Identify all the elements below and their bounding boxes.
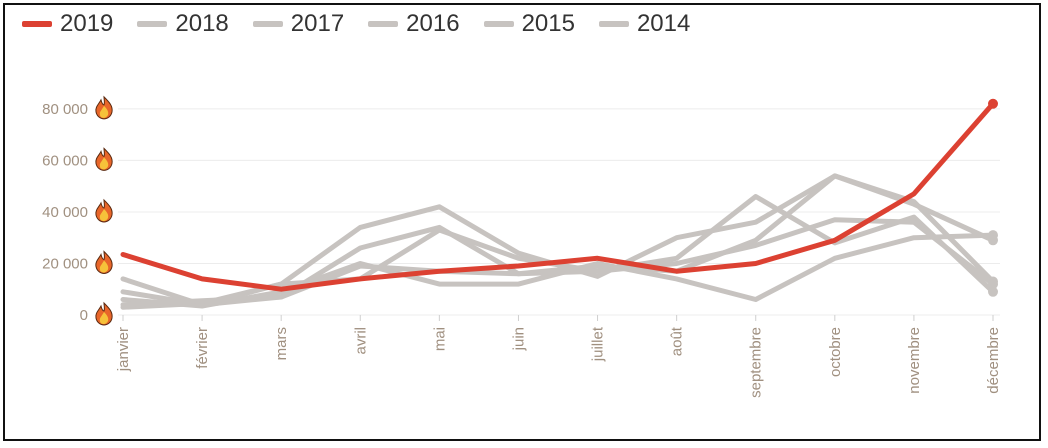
legend-label: 2016 bbox=[406, 10, 460, 37]
legend-swatch bbox=[598, 21, 629, 27]
x-tick-label: février bbox=[194, 327, 211, 369]
chart-legend: 2019 2018 2017 2016 2015 2014 bbox=[22, 8, 690, 40]
x-tick-label: octobre bbox=[827, 327, 844, 377]
legend-swatch bbox=[137, 21, 168, 27]
x-tick-label: janvier bbox=[115, 327, 132, 372]
fire-icon bbox=[95, 198, 113, 223]
x-tick-label: juin bbox=[510, 327, 527, 351]
legend-item-2015[interactable]: 2015 bbox=[483, 10, 575, 38]
legend-item-2018[interactable]: 2018 bbox=[137, 10, 229, 38]
fire-icon bbox=[95, 250, 113, 274]
y-tick-label: 40 000 bbox=[42, 204, 88, 221]
x-tick-label: avril bbox=[352, 327, 369, 355]
fire-icon bbox=[95, 147, 113, 171]
legend-label: 2018 bbox=[175, 10, 229, 37]
x-tick-label: décembre bbox=[985, 327, 1002, 394]
x-tick-label: septembre bbox=[748, 327, 765, 398]
series-endpoint-2018 bbox=[988, 235, 998, 246]
fire-icon bbox=[95, 301, 113, 326]
x-tick-label: mai bbox=[431, 327, 448, 351]
legend-label: 2014 bbox=[636, 10, 691, 37]
y-tick-label: 20 000 bbox=[42, 255, 88, 272]
y-tick-label: 0 bbox=[80, 307, 88, 324]
legend-item-2017[interactable]: 2017 bbox=[252, 10, 345, 38]
fire-icon bbox=[95, 95, 113, 120]
series-line-2018 bbox=[120, 173, 996, 308]
legend-label: 2017 bbox=[290, 10, 345, 37]
x-tick-label: juillet bbox=[590, 326, 607, 362]
series-endpoint-2017 bbox=[988, 279, 998, 290]
legend-swatch bbox=[483, 21, 514, 27]
legend-item-2019[interactable]: 2019 bbox=[22, 10, 113, 38]
x-tick-label: mars bbox=[273, 327, 290, 360]
legend-item-2016[interactable]: 2016 bbox=[368, 10, 460, 38]
legend-label: 2015 bbox=[521, 10, 575, 37]
x-tick-label: août bbox=[669, 326, 686, 356]
legend-swatch bbox=[22, 21, 52, 27]
series-endpoint-2016 bbox=[988, 286, 998, 297]
legend-label: 2019 bbox=[60, 10, 114, 37]
legend-swatch bbox=[252, 21, 283, 27]
y-tick-label: 60 000 bbox=[42, 152, 88, 169]
legend-swatch bbox=[368, 21, 399, 27]
y-tick-label: 80 000 bbox=[42, 101, 88, 118]
series-endpoint-2019 bbox=[988, 98, 998, 109]
series-line-2019 bbox=[120, 101, 996, 292]
legend-item-2014[interactable]: 2014 bbox=[598, 10, 691, 38]
x-tick-label: novembre bbox=[906, 327, 923, 394]
